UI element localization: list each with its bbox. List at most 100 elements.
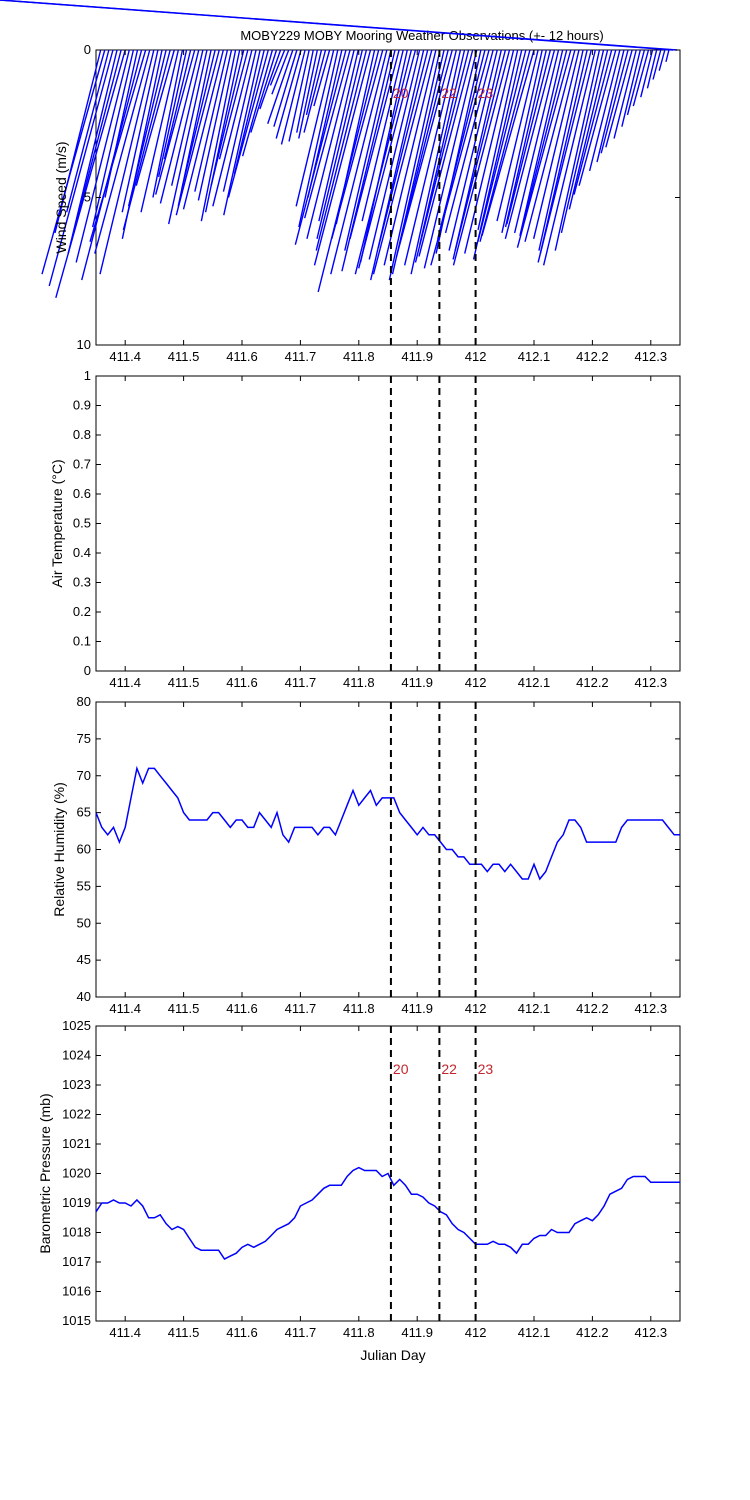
wind-stick	[596, 49, 625, 163]
wind-stick	[298, 49, 319, 139]
humidity-y-label: Relative Humidity (%)	[51, 782, 67, 917]
wind-y-label: Wind Speed (m/s)	[53, 141, 69, 253]
x-tick-label: 412.2	[576, 675, 609, 690]
wind-stick	[315, 49, 368, 251]
wind-stick	[632, 49, 650, 107]
x-tick-label: 411.9	[401, 675, 433, 690]
wind-stick	[448, 49, 498, 251]
x-tick-label: 411.7	[285, 1325, 317, 1340]
wind-stick	[646, 49, 658, 89]
wind-stick	[521, 49, 568, 228]
y-tick-label: 0.8	[73, 427, 91, 442]
wind-stick	[271, 49, 290, 95]
wind-stick	[65, 49, 110, 213]
y-tick-label: 55	[77, 878, 91, 893]
x-tick-label: 411.4	[109, 1001, 141, 1016]
x-tick-label: 412.3	[635, 1325, 668, 1340]
wind-stick	[419, 49, 466, 245]
wind-stick	[259, 49, 282, 110]
y-tick-label: 1021	[62, 1136, 91, 1151]
wind-stick	[298, 49, 339, 228]
event-marker-label: 20	[393, 1061, 409, 1077]
y-tick-label: 1019	[62, 1195, 91, 1210]
wind-stick	[665, 49, 670, 62]
wind-stick	[418, 49, 474, 257]
wind-stick	[154, 49, 196, 195]
wind-stick	[560, 49, 605, 234]
wind-stick	[48, 49, 114, 287]
wind-stick	[163, 49, 192, 160]
x-tick-label: 411.9	[401, 349, 433, 364]
wind-stick	[94, 49, 151, 254]
x-tick-label: 411.9	[401, 1001, 433, 1016]
x-tick-label: 411.5	[168, 1325, 200, 1340]
relative-humidity-panel: 411.4 411.5 411.6 411.7 411.8 411.9 412 412.1 41…	[51, 694, 681, 1016]
wind-stick	[479, 49, 531, 242]
wind-stick	[605, 49, 633, 148]
x-tick-label: 411.7	[285, 675, 317, 690]
wind-stick	[358, 49, 417, 269]
x-tick-label: 411.6	[226, 675, 258, 690]
x-axis-ticks: 411.4 411.5 411.6 411.7 411.8 411.9 412 412.1 41…	[109, 376, 667, 690]
wind-stick	[626, 49, 646, 116]
wind-stick	[303, 49, 327, 133]
wind-stick	[537, 49, 592, 263]
wind-stick	[423, 49, 478, 269]
wind-stick	[524, 49, 576, 242]
x-tick-label: 411.6	[226, 1325, 258, 1340]
wind-stick	[227, 49, 269, 198]
wind-speed-panel: 20 22 23 411.4 411.5 411.6 411.7 411.8 411.9 412…	[0, 0, 681, 364]
pressure-y-label: Barometric Pressure (mb)	[37, 1093, 53, 1253]
humidity-plot-area	[95, 701, 681, 998]
x-tick-label: 412	[465, 1001, 487, 1016]
x-tick-label: 412.2	[576, 1001, 609, 1016]
wind-stick	[267, 49, 294, 124]
y-tick-label: 0	[84, 42, 91, 57]
wind-stick	[573, 49, 613, 195]
x-tick-label: 411.9	[401, 1325, 433, 1340]
y-tick-label: 50	[77, 915, 91, 930]
event-marker-label: 20	[393, 85, 409, 101]
wind-stick	[532, 49, 580, 239]
wind-stick	[167, 49, 208, 225]
event-markers: 20 22 23	[389, 1026, 493, 1321]
wind-stick	[280, 49, 306, 145]
wind-stick	[377, 49, 429, 248]
y-tick-label: 1020	[62, 1166, 91, 1181]
wind-stick	[395, 49, 453, 257]
wind-stick	[388, 49, 441, 281]
y-tick-label: 1018	[62, 1225, 91, 1240]
x-tick-label: 411.5	[168, 1001, 200, 1016]
y-tick-label: 0.3	[73, 575, 91, 590]
wind-stick	[122, 49, 171, 231]
wind-stick	[275, 49, 302, 139]
y-axis-ticks: 0 5 10	[77, 42, 680, 352]
wind-stick	[269, 49, 286, 86]
x-tick-label: 411.5	[168, 349, 200, 364]
wind-stick	[372, 49, 433, 275]
wind-stick	[652, 49, 662, 80]
wind-stick	[181, 49, 216, 189]
x-tick-label: 412	[465, 1325, 487, 1340]
wind-stick	[89, 49, 147, 242]
x-axis-ticks: 411.4 411.5 411.6 411.7 411.8 411.9 412 412.1 41…	[109, 1026, 667, 1340]
wind-stick	[194, 49, 229, 192]
wind-stick	[159, 49, 200, 204]
wind-stick	[554, 49, 601, 251]
wind-stick	[538, 49, 584, 251]
y-tick-label: 0	[84, 663, 91, 678]
wind-stick	[349, 49, 400, 239]
wind-stick	[0, 0, 678, 51]
event-marker-label: 22	[441, 85, 457, 101]
wind-stick	[175, 49, 220, 216]
wind-stick	[306, 49, 355, 239]
y-tick-label: 1023	[62, 1077, 91, 1092]
wind-stick	[444, 49, 494, 234]
x-tick-label: 411.8	[343, 1325, 375, 1340]
wind-stick	[200, 49, 237, 222]
x-tick-label: 412.2	[576, 1325, 609, 1340]
y-tick-label: 0.6	[73, 486, 91, 501]
x-axis-ticks: 411.4 411.5 411.6 411.7 411.8 411.9 412 412.1 41…	[109, 702, 667, 1016]
wind-stick	[223, 49, 261, 216]
wind-stick	[182, 49, 224, 210]
